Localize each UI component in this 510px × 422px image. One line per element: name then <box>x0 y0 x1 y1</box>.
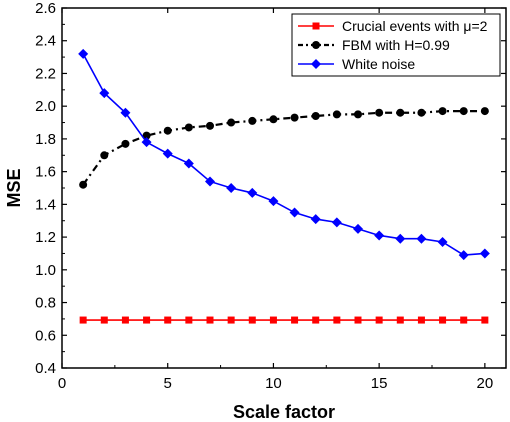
x-axis-title: Scale factor <box>233 402 335 422</box>
data-point-diamond <box>247 187 258 198</box>
series-line <box>82 53 485 256</box>
y-tick-label: 2.0 <box>35 98 56 115</box>
data-point-circle <box>312 41 320 49</box>
data-point-circle <box>206 121 214 130</box>
data-point-square <box>333 316 341 324</box>
data-point-square <box>439 316 447 324</box>
data-point-diamond <box>78 48 89 59</box>
data-point-diamond <box>416 233 427 244</box>
data-point-circle <box>332 110 341 119</box>
legend-label: Crucial events with μ=2 <box>342 18 488 34</box>
data-point-diamond <box>226 183 237 193</box>
series-0 <box>79 316 489 324</box>
y-tick-label: 1.2 <box>35 229 56 246</box>
data-point-square <box>312 316 320 324</box>
data-point-circle <box>100 151 109 160</box>
x-tick-label: 10 <box>265 375 282 392</box>
data-point-circle <box>248 116 257 125</box>
y-tick-label: 2.6 <box>35 0 56 17</box>
y-tick-label: 0.4 <box>35 360 56 377</box>
data-point-square <box>206 316 214 324</box>
data-point-square <box>481 316 489 324</box>
data-point-diamond <box>268 196 279 207</box>
data-point-square <box>312 22 320 30</box>
data-point-diamond <box>120 107 131 118</box>
series-line <box>82 109 485 186</box>
x-tick-label: 20 <box>477 375 494 392</box>
series-1 <box>79 107 489 189</box>
data-point-square <box>248 316 256 324</box>
data-point-circle <box>290 113 299 122</box>
data-point-square <box>354 316 362 324</box>
data-point-circle <box>184 123 193 132</box>
data-point-circle <box>438 107 447 116</box>
data-point-square <box>375 316 383 324</box>
data-point-circle <box>396 108 405 117</box>
data-point-circle <box>121 139 130 148</box>
data-point-diamond <box>99 88 110 99</box>
y-axis-title: MSE <box>4 168 24 207</box>
data-point-square <box>291 316 299 324</box>
data-point-diamond <box>374 230 385 241</box>
legend-label: FBM with H=0.99 <box>342 37 450 53</box>
data-point-square <box>79 316 87 324</box>
data-point-diamond <box>331 217 342 228</box>
y-tick-label: 1.0 <box>35 262 56 279</box>
data-point-diamond <box>311 59 321 69</box>
y-tick-label: 2.2 <box>35 65 56 82</box>
data-point-circle <box>311 112 320 120</box>
data-point-circle <box>163 126 172 135</box>
data-point-circle <box>142 131 151 140</box>
y-axis: 0.4 0.6 0.8 1.0 1.2 1.4 1.6 1.8 2.0 2.2 2.4 2.6 <box>35 0 506 377</box>
data-point-square <box>121 316 129 324</box>
data-point-diamond <box>437 237 448 247</box>
data-point-circle <box>417 108 426 117</box>
data-point-diamond <box>353 223 363 234</box>
data-point-diamond <box>183 158 194 169</box>
data-point-square <box>100 316 108 324</box>
data-point-diamond <box>289 207 300 218</box>
data-point-square <box>417 316 425 324</box>
data-point-diamond <box>310 214 321 225</box>
x-tick-label: 5 <box>164 375 172 392</box>
data-point-diamond <box>395 233 406 244</box>
data-point-circle <box>269 115 278 124</box>
y-tick-label: 1.6 <box>35 164 56 181</box>
data-point-square <box>185 316 193 324</box>
x-axis: 0 5 10 15 20 <box>58 8 493 392</box>
data-point-square <box>460 316 468 324</box>
data-point-circle <box>79 180 88 189</box>
y-tick-label: 0.8 <box>35 295 56 312</box>
y-tick-label: 2.4 <box>35 33 56 50</box>
data-point-diamond <box>162 148 173 159</box>
data-point-square <box>227 316 235 324</box>
data-point-diamond <box>479 248 490 259</box>
y-tick-label: 0.6 <box>35 327 56 344</box>
x-tick-label: 0 <box>58 375 66 392</box>
data-point-square <box>269 316 277 324</box>
y-tick-label: 1.4 <box>35 196 56 213</box>
data-point-square <box>396 316 404 324</box>
data-point-circle <box>354 110 362 119</box>
data-point-diamond <box>205 176 215 187</box>
data-point-diamond <box>458 250 469 261</box>
data-point-square <box>164 316 172 324</box>
data-point-circle <box>227 118 236 127</box>
data-point-circle <box>459 107 468 116</box>
data-point-circle <box>375 108 384 117</box>
x-tick-label: 15 <box>371 375 388 392</box>
series-2 <box>78 48 490 261</box>
series-layer <box>78 48 490 324</box>
data-point-square <box>143 316 151 324</box>
data-point-circle <box>480 107 489 116</box>
data-point-diamond <box>141 137 152 148</box>
legend-label: White noise <box>342 56 415 72</box>
y-tick-label: 1.8 <box>35 131 56 148</box>
legend: Crucial events with μ=2 FBM with H=0.99 Wh… <box>291 13 501 77</box>
